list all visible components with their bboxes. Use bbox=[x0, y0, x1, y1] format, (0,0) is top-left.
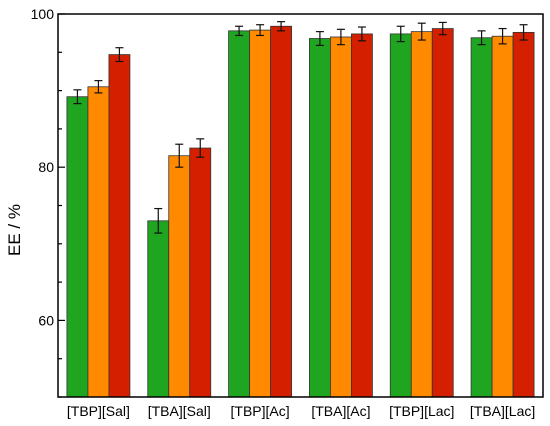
error-bar-tbplac-s2 bbox=[417, 22, 426, 41]
y-axis-label: EE / % bbox=[5, 204, 24, 256]
error-bar-tbasal-s2 bbox=[175, 143, 184, 168]
error-bar-tbpsal-s2 bbox=[94, 80, 103, 94]
y-tick-label: 100 bbox=[31, 6, 55, 22]
error-bar-tbpsal-s3 bbox=[115, 47, 124, 63]
y-tick-label: 60 bbox=[38, 312, 54, 328]
error-bar-tbalac-s3 bbox=[519, 24, 528, 41]
bar-tbalac-s3 bbox=[512, 31, 535, 398]
error-bar-tbpac-s3 bbox=[277, 21, 286, 32]
bar-tbpac-s3 bbox=[270, 25, 292, 398]
x-tick-label: [TBA][Lac] bbox=[470, 403, 535, 419]
bar-tbaac-s2 bbox=[330, 36, 352, 398]
x-tick-label: [TBP][Lac] bbox=[389, 403, 454, 419]
error-bar-tbaac-s3 bbox=[357, 26, 366, 42]
error-bar-tbalac-s2 bbox=[498, 27, 507, 45]
bar-tbalac-s1 bbox=[470, 37, 493, 398]
error-bar-tbalac-s1 bbox=[477, 30, 486, 46]
x-tick-label: [TBP][Ac] bbox=[231, 403, 290, 419]
bar-tbplac-s2 bbox=[410, 31, 433, 398]
error-bar-tbaac-s1 bbox=[315, 31, 324, 47]
x-axis: [TBP][Sal] [TBA][Sal] [TBP][Ac] [TBA][Ac] [T… bbox=[67, 403, 535, 419]
bar-tbpac-s1 bbox=[228, 30, 250, 398]
bar-tbalac-s2 bbox=[491, 35, 514, 398]
error-bar-tbpac-s2 bbox=[256, 24, 265, 37]
bar-tbasal-s2 bbox=[168, 155, 191, 398]
error-bar-tbasal-s1 bbox=[154, 207, 163, 234]
error-bar-tbaac-s2 bbox=[336, 28, 345, 46]
error-bar-tbpac-s1 bbox=[235, 25, 244, 37]
bar-tbasal-s1 bbox=[147, 220, 170, 398]
bar-tbaac-s1 bbox=[309, 38, 331, 398]
bar-tbaac-s3 bbox=[351, 33, 373, 398]
bar-tbasal-s3 bbox=[189, 147, 212, 398]
error-bar-tbplac-s3 bbox=[438, 21, 447, 36]
error-bar-tbpsal-s1 bbox=[73, 89, 82, 105]
bar-tbpsal-s2 bbox=[87, 86, 110, 398]
x-tick-label: [TBA][Sal] bbox=[148, 403, 211, 419]
bar-tbpsal-s3 bbox=[108, 54, 131, 398]
plot-frame bbox=[57, 13, 544, 398]
bar-tbplac-s1 bbox=[389, 33, 412, 398]
bar-tbpac-s2 bbox=[249, 29, 271, 398]
bars-layer bbox=[66, 25, 535, 398]
x-tick-label: [TBA][Ac] bbox=[311, 403, 370, 419]
error-bar-tbplac-s1 bbox=[396, 25, 405, 43]
error-bar-tbasal-s3 bbox=[196, 138, 205, 158]
bar-tbplac-s3 bbox=[431, 28, 454, 398]
y-tick-label: 80 bbox=[38, 159, 54, 175]
y-axis: 60 80 100 bbox=[31, 6, 65, 398]
bar-tbpsal-s1 bbox=[66, 96, 89, 398]
error-bars-layer bbox=[73, 21, 528, 234]
x-tick-label: [TBP][Sal] bbox=[67, 403, 130, 419]
